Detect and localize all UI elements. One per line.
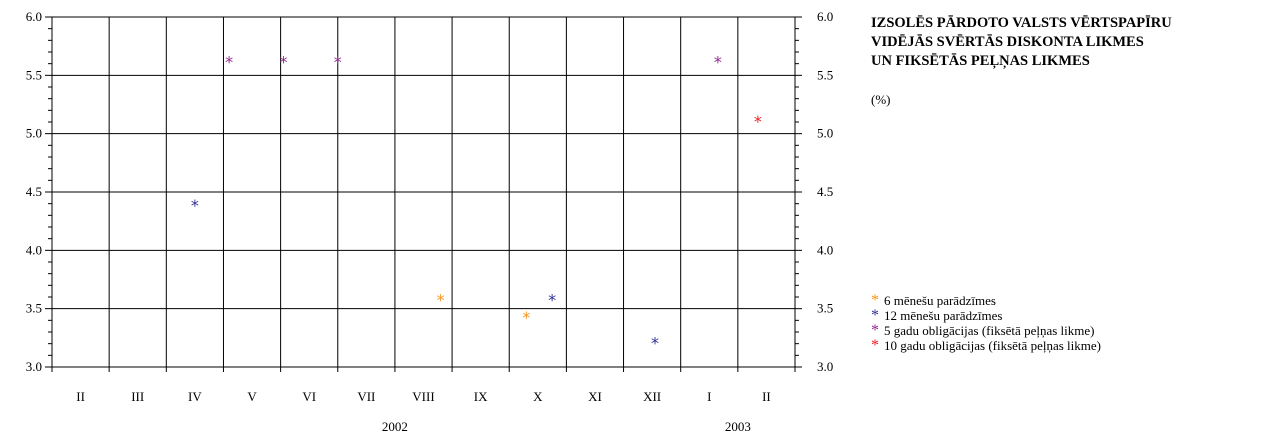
legend-item: * 12 mēnešu parādzīmes (866, 307, 1101, 324)
y-tick-label-right: 5.0 (817, 126, 833, 141)
y-tick-label-right: 3.0 (817, 359, 833, 374)
chart-title-line: UN FIKSĒTĀS PEĻŅAS LIKMES (871, 53, 1090, 69)
data-point: * (279, 52, 287, 71)
data-points: * * * * * * * * * * (191, 52, 762, 352)
legend-marker: * (871, 337, 879, 354)
year-label: 2002 (382, 419, 408, 434)
grid-lines (51, 16, 796, 368)
y-tick-label-right: 4.5 (817, 184, 833, 199)
x-tick-label: V (247, 389, 257, 404)
legend-label: 10 gadu obligācijas (fiksētā peļņas likm… (884, 337, 1101, 353)
data-point: * (651, 334, 659, 353)
legend-item: * 6 mēnešu parādzīmes (866, 292, 1101, 309)
legend-marker: * (871, 307, 879, 324)
y-tick-label-right: 6.0 (817, 9, 833, 24)
y-tick-label-left: 6.0 (26, 9, 42, 24)
data-point: * (334, 52, 342, 71)
legend-marker: * (871, 292, 879, 309)
x-tick-label: IX (474, 389, 488, 404)
x-tick-label: VII (357, 389, 375, 404)
y-tick-label-right: 4.0 (817, 242, 833, 257)
y-tick-label-right: 5.5 (817, 67, 833, 82)
year-label: 2003 (725, 419, 751, 434)
x-tick-label: IV (188, 389, 202, 404)
x-tick-label: II (762, 389, 771, 404)
legend-marker: * (871, 322, 879, 339)
y-tick-label-left: 4.5 (26, 184, 42, 199)
data-point: * (714, 52, 722, 71)
x-tick-label: VIII (412, 389, 434, 404)
x-tick-label: III (131, 389, 144, 404)
chart-title-line: IZSOLĒS PĀRDOTO VALSTS VĒRTSPAPĪRU (871, 15, 1172, 31)
x-tick-label: XI (588, 389, 602, 404)
x-tick-label: X (533, 389, 543, 404)
x-tick-label: VI (302, 389, 316, 404)
x-tick-label: XII (643, 389, 661, 404)
data-point: * (437, 290, 445, 309)
legend-item: * 10 gadu obligācijas (fiksētā peļņas li… (866, 337, 1101, 354)
x-tick-label: I (707, 389, 711, 404)
y-tick-label-left: 3.0 (26, 359, 42, 374)
data-point: * (522, 308, 530, 327)
axes: 3.0 3.0 3.5 3.5 4.0 4.0 4.5 4.5 5.0 5.0 5.5 5.5 6.0 6… (26, 9, 834, 434)
y-tick-label-left: 5.0 (26, 126, 42, 141)
legend-item: * 5 gadu obligācijas (fiksētā peļņas lik… (866, 322, 1101, 339)
legend-label: 12 mēnešu parādzīmes (884, 307, 1003, 323)
chart-title-line: VIDĒJĀS SVĒRTĀS DISKONTA LIKMES (871, 34, 1144, 50)
data-point: * (225, 52, 233, 71)
y-tick-label-left: 4.0 (26, 242, 42, 257)
legend-label: 6 mēnešu parādzīmes (884, 292, 996, 308)
y-tick-label-right: 3.5 (817, 301, 833, 316)
y-tick-label-left: 5.5 (26, 67, 42, 82)
x-tick-label: II (76, 389, 85, 404)
data-point: * (191, 196, 199, 215)
legend: * 6 mēnešu parādzīmes * 12 mēnešu parādz… (866, 292, 1101, 354)
chart-title: IZSOLĒS PĀRDOTO VALSTS VĒRTSPAPĪRU VIDĒJ… (871, 14, 1261, 71)
scatter-chart: 3.0 3.0 3.5 3.5 4.0 4.0 4.5 4.5 5.0 5.0 5.5 5.5 6.0 6… (26, 9, 834, 434)
y-tick-label-left: 3.5 (26, 301, 42, 316)
legend-label: 5 gadu obligācijas (fiksētā peļņas likme… (884, 322, 1095, 338)
data-point: * (754, 112, 762, 131)
unit-label: (%) (871, 92, 891, 107)
data-point: * (548, 290, 556, 309)
